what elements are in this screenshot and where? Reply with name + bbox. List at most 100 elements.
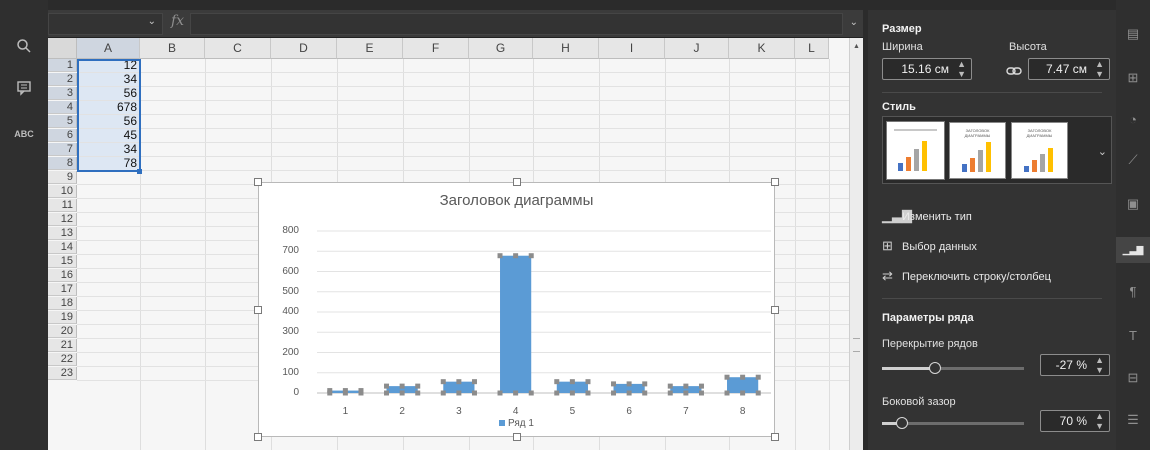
cell-a2[interactable]: 34 xyxy=(77,73,140,86)
bar-selection-handle[interactable] xyxy=(497,253,503,259)
chart-legend[interactable]: Ряд 1 xyxy=(259,418,774,429)
bar-selection-handle[interactable] xyxy=(611,390,617,396)
chart-style-1[interactable] xyxy=(886,121,945,180)
chart-style-3[interactable]: ЗАГОЛОВОК ДИАГРАММЫ xyxy=(1011,122,1068,179)
text-art-icon[interactable]: T xyxy=(1129,328,1137,343)
cell-a8[interactable]: 78 xyxy=(77,157,140,170)
switch-row-column-button[interactable]: ⇄ Переключить строку/столбец xyxy=(882,268,1051,284)
column-header-k[interactable]: K xyxy=(729,38,795,59)
row-header-6[interactable]: 6 xyxy=(48,129,77,142)
cell-a1[interactable]: 12 xyxy=(77,59,140,72)
name-box[interactable]: ⌄ xyxy=(48,13,163,35)
bar-selection-handle[interactable] xyxy=(497,390,503,396)
select-all-corner[interactable] xyxy=(48,38,77,59)
bar-2[interactable] xyxy=(386,386,418,393)
bar-selection-handle[interactable] xyxy=(327,390,333,396)
height-field[interactable]: 7.47 см ▲ ▼ xyxy=(1028,58,1110,80)
change-type-button[interactable]: ▁▃▇Изменить тип xyxy=(882,208,972,224)
bar-selection-handle[interactable] xyxy=(667,383,673,389)
bar-selection-handle[interactable] xyxy=(440,390,446,396)
chart-resize-handle[interactable] xyxy=(771,433,779,441)
bar-selection-handle[interactable] xyxy=(611,381,617,387)
chart-resize-handle[interactable] xyxy=(512,433,521,441)
bar-8[interactable] xyxy=(727,377,759,393)
bar-selection-handle[interactable] xyxy=(740,374,746,380)
expand-formula-icon[interactable]: ⌄ xyxy=(849,17,858,28)
chart-settings-icon[interactable]: ▁▃▇ xyxy=(1116,237,1150,263)
gap-field[interactable]: 70 % ▲ ▼ xyxy=(1040,410,1110,432)
bar-selection-handle[interactable] xyxy=(440,379,446,385)
bar-7[interactable] xyxy=(670,386,702,393)
pivot-table-icon[interactable]: ⊟ xyxy=(1127,370,1139,385)
spin-arrows-icon[interactable]: ▲ ▼ xyxy=(957,59,966,79)
bar-selection-handle[interactable] xyxy=(569,390,575,396)
bar-selection-handle[interactable] xyxy=(513,253,519,259)
bar-selection-handle[interactable] xyxy=(626,381,632,387)
bar-selection-handle[interactable] xyxy=(456,390,462,396)
bar-selection-handle[interactable] xyxy=(471,379,477,385)
bar-selection-handle[interactable] xyxy=(667,390,673,396)
comment-icon[interactable] xyxy=(14,80,34,100)
column-header-g[interactable]: G xyxy=(469,38,533,59)
cell-a4[interactable]: 678 xyxy=(77,101,140,114)
row-header-18[interactable]: 18 xyxy=(48,297,77,310)
bar-selection-handle[interactable] xyxy=(585,390,591,396)
spin-arrows-icon[interactable]: ▲ ▼ xyxy=(1095,411,1104,431)
bar-selection-handle[interactable] xyxy=(528,390,534,396)
bar-selection-handle[interactable] xyxy=(528,253,534,259)
row-header-17[interactable]: 17 xyxy=(48,283,77,296)
bar-selection-handle[interactable] xyxy=(683,383,689,389)
scroll-grip[interactable] xyxy=(853,338,860,352)
bar-selection-handle[interactable] xyxy=(626,390,632,396)
chart-style-2[interactable]: ЗАГОЛОВОК ДИАГРАММЫ xyxy=(949,122,1006,179)
chart-resize-handle[interactable] xyxy=(512,178,521,186)
row-header-16[interactable]: 16 xyxy=(48,269,77,282)
chart-resize-handle[interactable] xyxy=(771,305,779,314)
row-header-2[interactable]: 2 xyxy=(48,73,77,86)
row-header-4[interactable]: 4 xyxy=(48,101,77,114)
bar-selection-handle[interactable] xyxy=(399,390,405,396)
cell-a7[interactable]: 34 xyxy=(77,143,140,156)
chart-resize-handle[interactable] xyxy=(254,305,262,314)
cell-a3[interactable]: 56 xyxy=(77,87,140,100)
chart-title[interactable]: Заголовок диаграммы xyxy=(439,192,594,209)
bar-selection-handle[interactable] xyxy=(569,379,575,385)
bar-selection-handle[interactable] xyxy=(554,390,560,396)
bar-selection-handle[interactable] xyxy=(456,379,462,385)
spellcheck-icon[interactable]: ABC xyxy=(14,124,34,144)
row-header-14[interactable]: 14 xyxy=(48,241,77,254)
bar-selection-handle[interactable] xyxy=(342,390,348,396)
bar-selection-handle[interactable] xyxy=(471,390,477,396)
column-header-a[interactable]: A xyxy=(77,38,140,59)
row-header-12[interactable]: 12 xyxy=(48,213,77,226)
formula-input[interactable] xyxy=(190,13,843,35)
bar-4[interactable] xyxy=(500,255,532,393)
bar-selection-handle[interactable] xyxy=(384,390,390,396)
table-settings-icon[interactable]: ⊞ xyxy=(1127,70,1139,85)
bar-selection-handle[interactable] xyxy=(683,390,689,396)
row-header-7[interactable]: 7 xyxy=(48,143,77,156)
cell-a5[interactable]: 56 xyxy=(77,115,140,128)
width-field[interactable]: 15.16 см ▲ ▼ xyxy=(882,58,972,80)
fill-handle[interactable] xyxy=(137,169,142,174)
spin-arrows-icon[interactable]: ▲ ▼ xyxy=(1095,355,1104,375)
bar-selection-handle[interactable] xyxy=(740,390,746,396)
row-header-9[interactable]: 9 xyxy=(48,171,77,184)
chart-style-gallery[interactable]: ЗАГОЛОВОК ДИАГРАММЫ ЗАГОЛОВОК ДИАГРАММЫ … xyxy=(882,116,1112,184)
chevron-down-icon[interactable]: ⌄ xyxy=(1097,146,1107,158)
bar-selection-handle[interactable] xyxy=(554,379,560,385)
vertical-scrollbar[interactable]: ▲ xyxy=(849,38,863,450)
bar-selection-handle[interactable] xyxy=(415,383,421,389)
shape-settings-icon[interactable]: ◔ xyxy=(1129,112,1137,127)
row-header-20[interactable]: 20 xyxy=(48,325,77,338)
slider-knob[interactable] xyxy=(895,417,908,429)
image-settings-icon[interactable]: ⟋ xyxy=(1128,152,1138,167)
bar-selection-handle[interactable] xyxy=(585,379,591,385)
bar-3[interactable] xyxy=(443,381,475,393)
row-header-1[interactable]: 1 xyxy=(48,59,77,72)
chart-resize-handle[interactable] xyxy=(254,178,262,186)
bar-selection-handle[interactable] xyxy=(642,381,648,387)
cell-a6[interactable]: 45 xyxy=(77,129,140,142)
row-header-15[interactable]: 15 xyxy=(48,255,77,268)
bar-selection-handle[interactable] xyxy=(642,390,648,396)
